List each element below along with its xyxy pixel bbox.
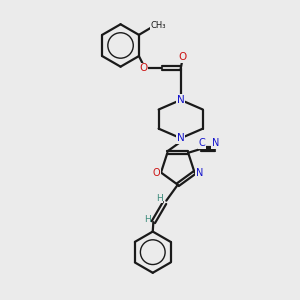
- Text: O: O: [139, 63, 148, 74]
- Text: N: N: [196, 167, 203, 178]
- Text: H: H: [156, 194, 163, 203]
- Text: H: H: [144, 215, 151, 224]
- Text: N: N: [177, 133, 184, 143]
- Text: O: O: [152, 167, 160, 178]
- Text: CH₃: CH₃: [150, 21, 166, 30]
- Text: N: N: [212, 138, 219, 148]
- Text: O: O: [178, 52, 186, 62]
- Text: C: C: [199, 138, 206, 148]
- Text: N: N: [177, 95, 184, 105]
